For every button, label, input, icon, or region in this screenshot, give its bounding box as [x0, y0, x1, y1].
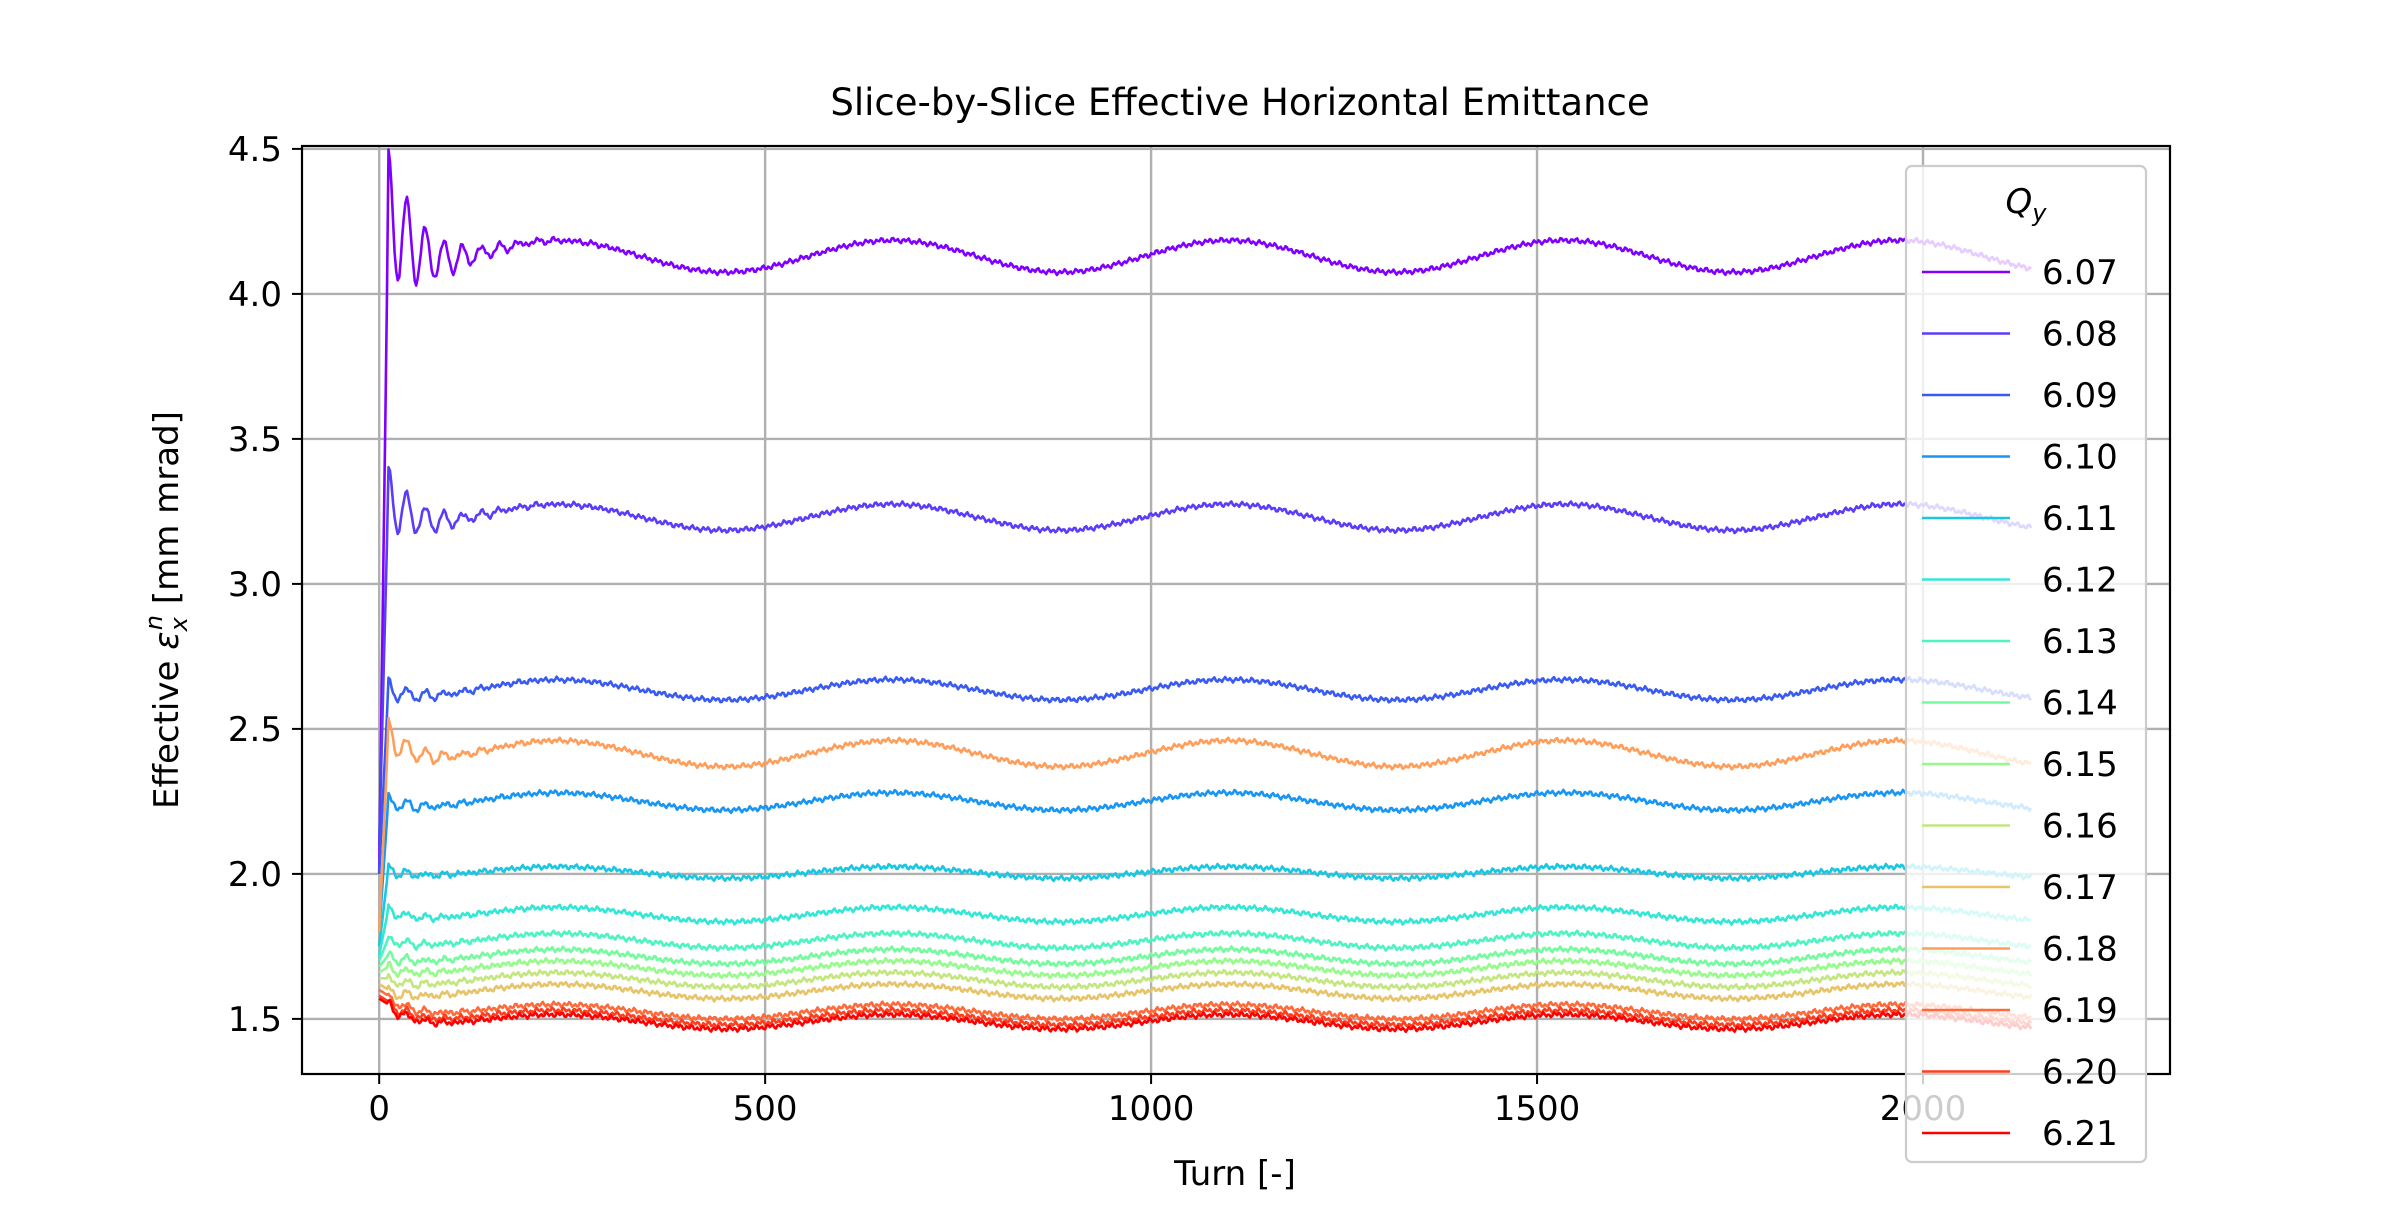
series-line-6-09	[377, 675, 2033, 874]
legend-label: 6.21	[2042, 1114, 2118, 1154]
y-axis-label-subscript: x	[165, 616, 193, 632]
legend-entry: 6.10	[1922, 438, 2118, 478]
series-line-6-08	[377, 465, 2033, 845]
x-tick-label: 1000	[1108, 1089, 1195, 1129]
legend-entry: 6.11	[1922, 499, 2118, 539]
series-line-6-21	[378, 997, 2033, 1034]
y-axis-label-symbol: ε	[147, 631, 187, 649]
legend-entry: 6.18	[1922, 930, 2118, 970]
x-tick-label: 1500	[1494, 1089, 1581, 1129]
legend-entry: 6.17	[1922, 868, 2118, 908]
legend-entry: 6.12	[1922, 561, 2118, 601]
legend-entry: 6.09	[1922, 376, 2118, 416]
legend-entry: 6.07	[1922, 253, 2118, 293]
legend-title-subscript: y	[2031, 199, 2047, 227]
legend-label: 6.18	[2042, 930, 2118, 970]
y-tick-label: 3.5	[228, 420, 282, 460]
y-axis-label: Effective εxn [mm mrad]	[140, 411, 193, 809]
legend-box	[1904, 164, 2148, 1164]
legend-label: 6.07	[2042, 253, 2118, 293]
series-line-6-14	[378, 945, 2033, 968]
legend-entries: 6.07 6.08 6.09 6.10 6.11 6.12 6.13 6.14 6.15 6.16…	[1922, 253, 2118, 1154]
legend-label: 6.14	[2042, 684, 2118, 724]
legend-entry: 6.19	[1922, 991, 2118, 1031]
legend-entry: 6.08	[1922, 315, 2118, 355]
series-line-6-13	[377, 929, 2032, 962]
series-line-6-15	[378, 956, 2033, 980]
series-line-6-18	[377, 716, 2032, 932]
series-line-6-07	[377, 148, 2033, 874]
series-line-6-12	[377, 903, 2032, 956]
plot-frame	[300, 144, 2172, 1076]
chart-title: Slice-by-Slice Effective Horizontal Emit…	[830, 81, 1649, 124]
series-line-6-16	[379, 968, 2032, 992]
series-line-6-17	[378, 980, 2033, 1003]
legend-entry: 6.21	[1922, 1114, 2118, 1154]
legend-label: 6.20	[2042, 1053, 2118, 1093]
x-tick-label: 500	[733, 1089, 798, 1129]
series-line-6-10	[377, 788, 2033, 932]
legend-label: 6.13	[2042, 622, 2118, 662]
series-lines	[377, 148, 2033, 1034]
y-tick-label: 4.0	[228, 275, 282, 315]
legend-label: 6.10	[2042, 438, 2118, 478]
legend: Qy 6.076.086.096.106.116.126.136.146.156…	[1904, 164, 2148, 1164]
y-tick-label: 3.0	[228, 565, 282, 605]
legend-label: 6.17	[2042, 868, 2118, 908]
y-axis-label-superscript: n	[140, 615, 168, 630]
legend-label: 6.08	[2042, 315, 2118, 355]
y-tick-label: 4.5	[228, 130, 282, 170]
legend-entry: 6.16	[1922, 807, 2118, 847]
series-line-6-20	[378, 994, 2033, 1029]
y-axis-label-prefix: Effective	[147, 650, 187, 809]
y-tick-label: 1.5	[228, 1000, 282, 1040]
y-tick-label: 2.0	[228, 855, 282, 895]
legend-entry: 6.20	[1922, 1053, 2118, 1093]
legend-entry: 6.14	[1922, 684, 2118, 724]
grid-lines	[302, 146, 2170, 1074]
legend-entry: 6.13	[1922, 622, 2118, 662]
y-axis-label-suffix: [mm mrad]	[147, 411, 187, 615]
series-line-6-11	[377, 862, 2033, 947]
x-axis-label: Turn [-]	[1173, 1154, 1296, 1194]
legend-title: Qy	[2006, 182, 2048, 227]
series-line-6-19	[378, 988, 2032, 1023]
legend-label: 6.12	[2042, 561, 2118, 601]
legend-label: 6.09	[2042, 376, 2118, 416]
legend-label: 6.15	[2042, 745, 2118, 785]
y-tick-label: 2.5	[228, 710, 282, 750]
x-tick-label: 0	[368, 1089, 390, 1129]
legend-label: 6.19	[2042, 991, 2118, 1031]
legend-label: 6.16	[2042, 807, 2118, 847]
legend-label: 6.11	[2042, 499, 2118, 539]
legend-title-symbol: Q	[2006, 182, 2033, 222]
legend-entry: 6.15	[1922, 745, 2118, 785]
